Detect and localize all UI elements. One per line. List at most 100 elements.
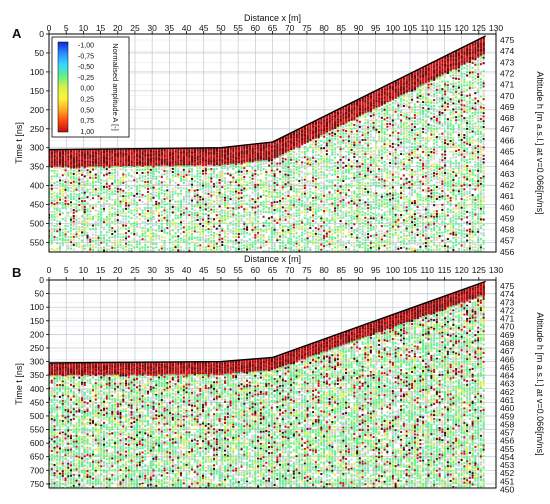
trace-cell [136, 151, 139, 154]
trace-cell [119, 243, 122, 246]
trace-cell [180, 158, 183, 161]
trace-cell [100, 197, 103, 200]
trace-cell [229, 187, 232, 190]
trace-cell [345, 246, 348, 249]
trace-cell [369, 94, 373, 97]
trace-cell [257, 246, 260, 249]
trace-cell [119, 148, 122, 152]
trace-cell [325, 196, 328, 199]
trace-cell [367, 107, 370, 110]
trace-cell [81, 188, 84, 191]
trace-cell [92, 154, 95, 157]
trace-cell [119, 155, 122, 158]
trace-cell [347, 167, 350, 170]
trace-cell [97, 215, 100, 218]
trace-cell [254, 226, 257, 229]
trace-cell [276, 168, 279, 171]
trace-cell [70, 244, 73, 247]
trace-cell [138, 246, 141, 249]
trace-cell [147, 212, 150, 215]
trace-cell [342, 109, 345, 112]
trace-cell [284, 183, 287, 186]
trace-cell [202, 230, 205, 233]
trace-cell [259, 179, 262, 182]
trace-cell [64, 169, 67, 172]
trace-cell [281, 162, 284, 165]
trace-cell [336, 212, 339, 215]
trace-cell [149, 229, 152, 232]
trace-cell [237, 222, 240, 225]
trace-cell [199, 150, 202, 153]
trace-cell [133, 155, 136, 158]
trace-cell [210, 245, 213, 248]
trace-cell [279, 226, 282, 229]
trace-cell [292, 132, 296, 135]
trace-cell [303, 127, 307, 130]
trace-cell [191, 229, 194, 232]
trace-cell [75, 205, 78, 208]
trace-cell [303, 167, 306, 170]
trace-cell [323, 125, 326, 128]
trace-cell [103, 218, 106, 221]
trace-cell [279, 151, 282, 154]
trace-cell [199, 158, 202, 161]
trace-cell [155, 155, 158, 158]
trace-cell [243, 173, 246, 176]
trace-cell [232, 151, 235, 154]
trace-cell [169, 220, 172, 223]
trace-cell [204, 163, 207, 167]
trace-cell [309, 184, 312, 187]
trace-cell [358, 105, 362, 108]
trace-cell [59, 242, 62, 245]
trace-cell [279, 165, 282, 168]
trace-cell [339, 116, 342, 119]
trace-cell [127, 197, 130, 200]
trace-cell [323, 245, 326, 248]
trace-cell [177, 173, 180, 176]
trace-cell [339, 249, 342, 252]
trace-cell [259, 228, 262, 231]
trace-cell [50, 190, 53, 193]
trace-cell [259, 155, 263, 158]
trace-cell [237, 163, 240, 166]
trace-cell [180, 232, 183, 235]
trace-cell [108, 190, 111, 193]
trace-cell [89, 149, 92, 152]
trace-cell [237, 156, 241, 159]
trace-cell [320, 248, 323, 251]
trace-cell [369, 130, 372, 133]
trace-cell [207, 150, 210, 153]
trace-cell [331, 112, 334, 115]
trace-cell [169, 148, 172, 151]
trace-cell [56, 161, 59, 164]
trace-cell [290, 186, 293, 189]
trace-cell [325, 130, 329, 134]
trace-cell [320, 205, 323, 208]
trace-cell [210, 230, 213, 233]
trace-cell [342, 118, 345, 121]
trace-cell [160, 247, 163, 250]
trace-cell [105, 221, 108, 224]
trace-cell [171, 203, 174, 206]
trace-cell [111, 188, 114, 191]
trace-cell [185, 187, 188, 190]
trace-cell [83, 233, 86, 236]
trace-cell [221, 167, 224, 170]
trace-cell [180, 215, 183, 218]
trace-cell [218, 163, 221, 166]
trace-cell [257, 159, 260, 162]
trace-cell [199, 161, 202, 164]
trace-cell [116, 228, 119, 231]
trace-cell [369, 173, 372, 176]
trace-cell [254, 146, 257, 149]
trace-cell [105, 156, 108, 160]
trace-cell [75, 193, 78, 196]
trace-cell [141, 163, 144, 166]
trace-cell [356, 136, 359, 139]
trace-cell [336, 236, 339, 239]
trace-cell [86, 171, 89, 174]
trace-cell [270, 146, 274, 149]
trace-cell [248, 199, 251, 202]
trace-cell [358, 236, 361, 239]
